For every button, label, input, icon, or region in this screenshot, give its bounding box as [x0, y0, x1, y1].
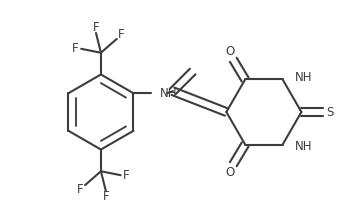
Text: F: F	[118, 28, 125, 41]
Text: NH: NH	[295, 140, 312, 153]
Text: F: F	[93, 21, 99, 34]
Text: O: O	[226, 45, 235, 58]
Text: O: O	[226, 166, 235, 179]
Text: F: F	[77, 183, 83, 196]
Text: S: S	[326, 106, 334, 118]
Text: NH: NH	[160, 87, 178, 100]
Text: NH: NH	[295, 71, 312, 84]
Text: F: F	[103, 190, 109, 203]
Text: F: F	[123, 169, 130, 182]
Text: F: F	[72, 42, 79, 55]
